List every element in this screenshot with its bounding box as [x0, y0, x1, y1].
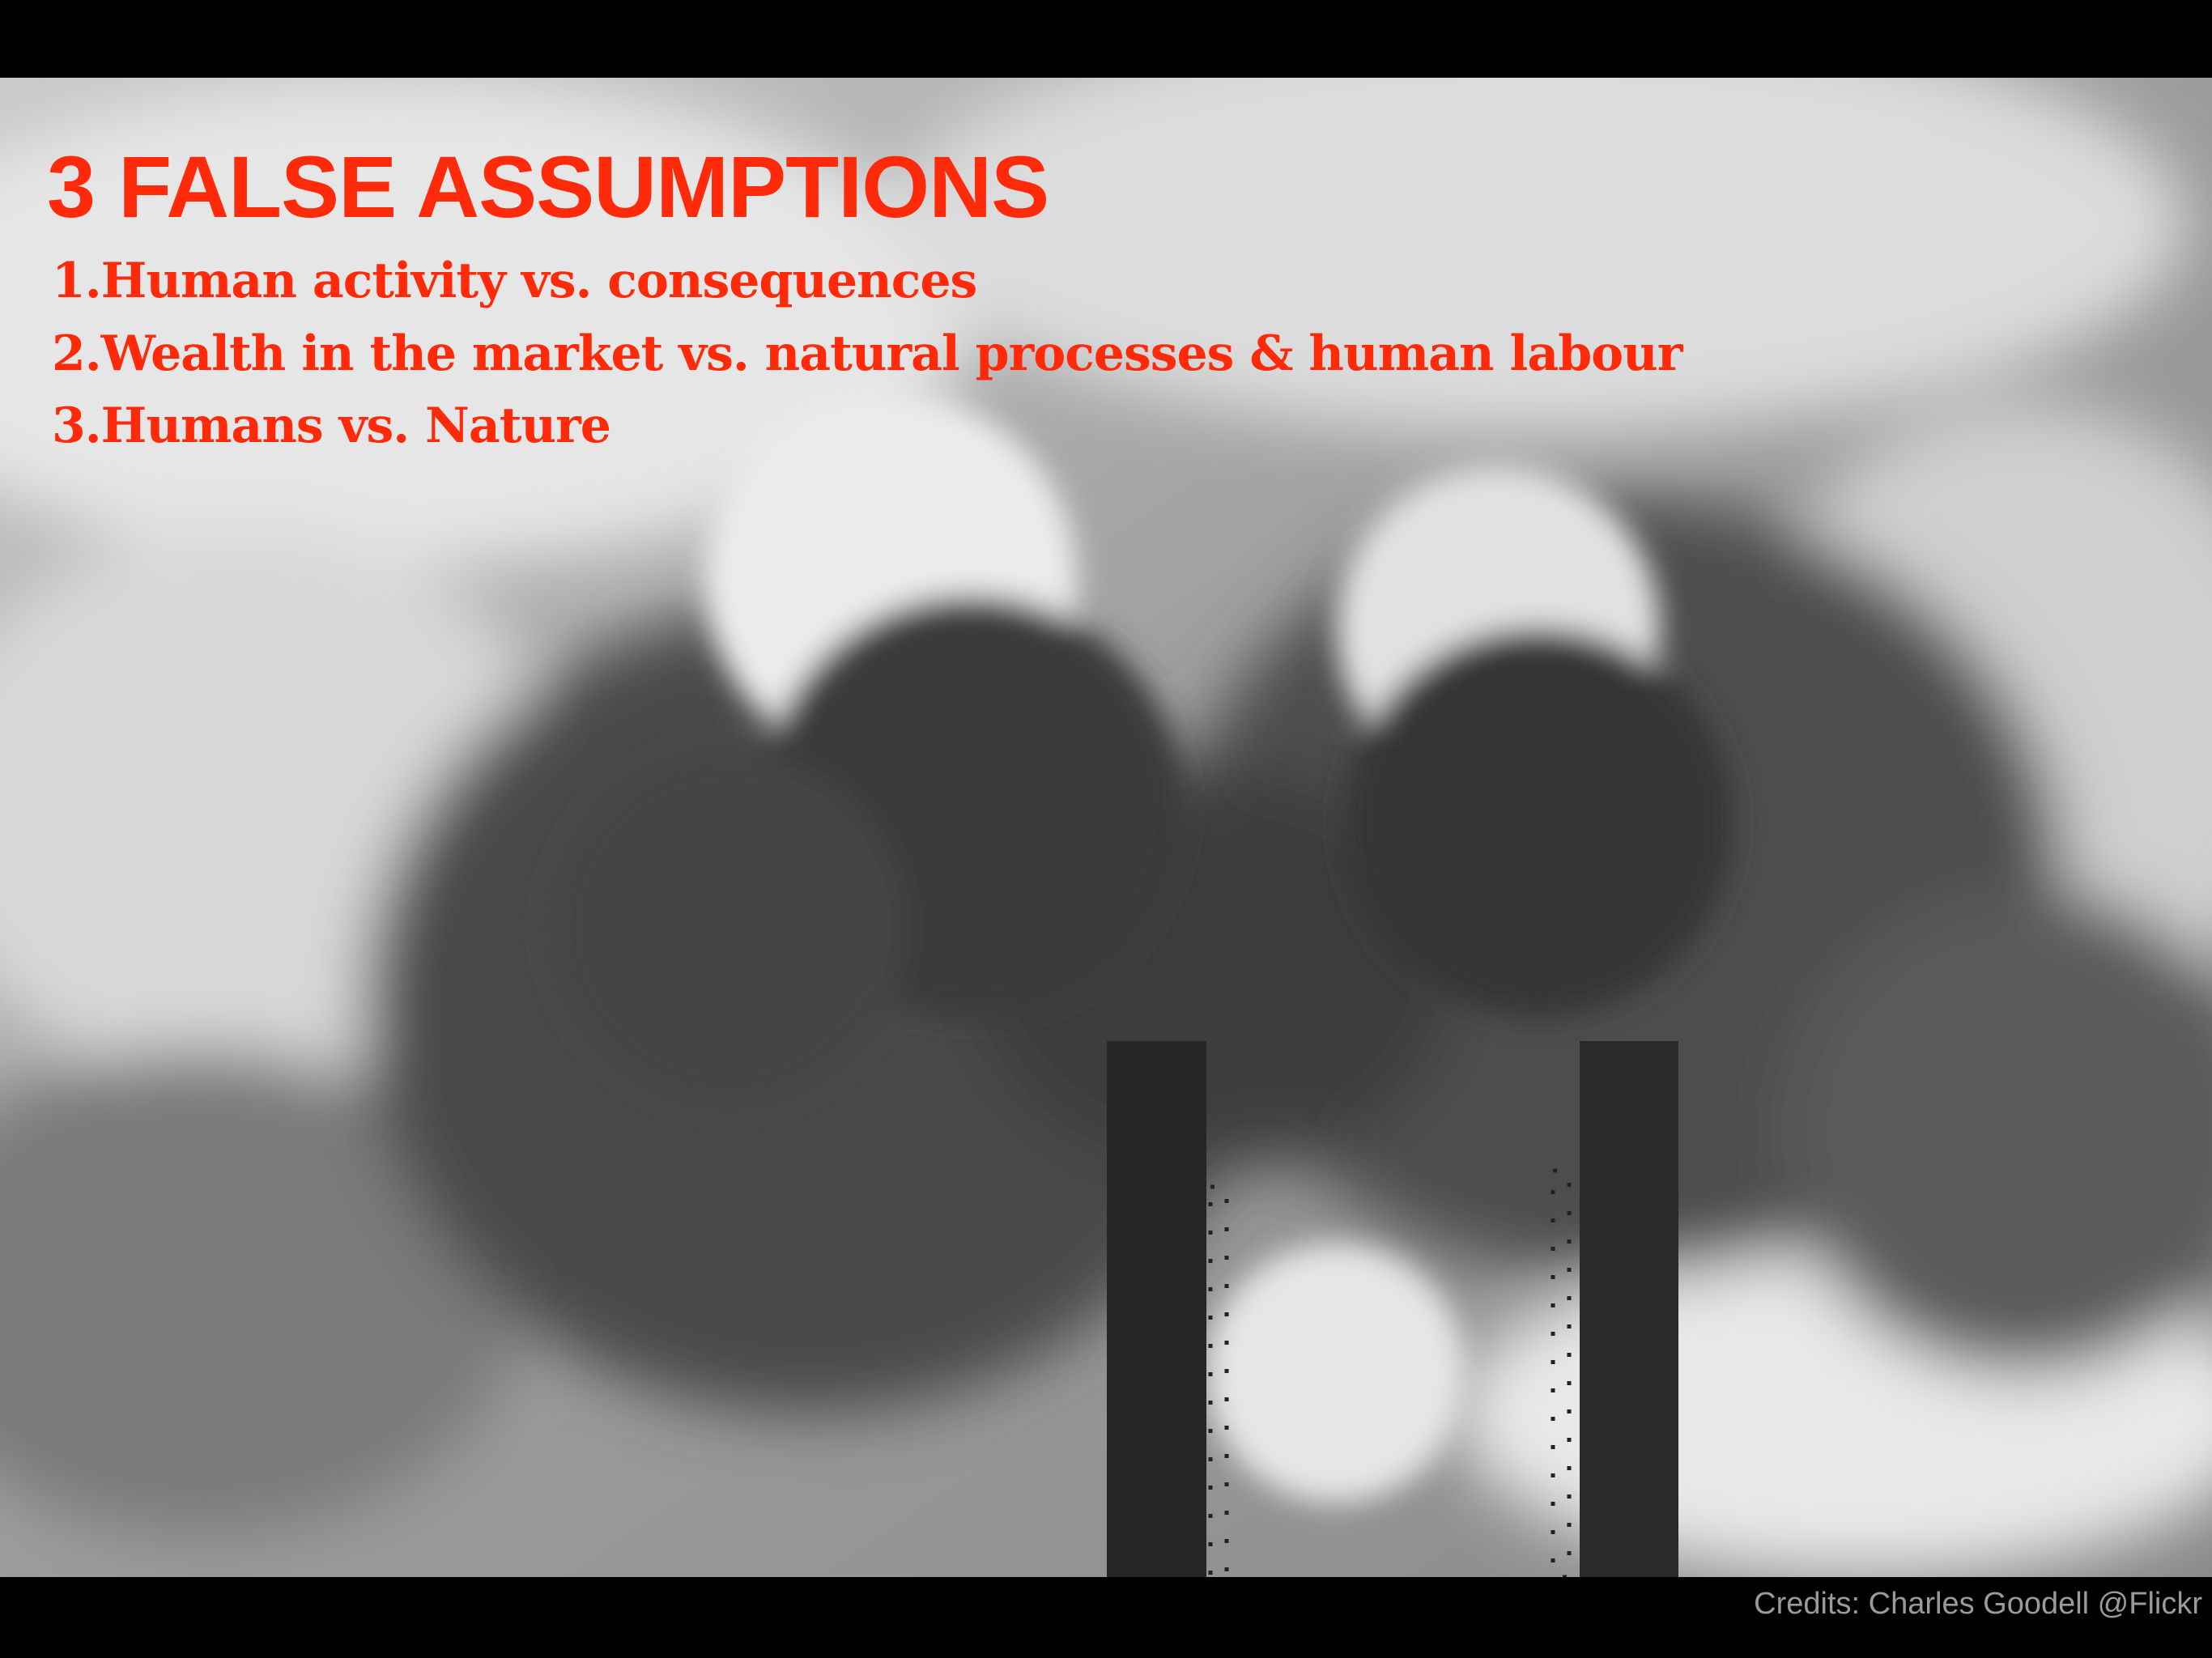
- slide-title: 3 FALSE ASSUMPTIONS: [47, 138, 1049, 236]
- smokestack: [1580, 1041, 1678, 1577]
- list-item: 1.Human activity vs. consequences: [52, 253, 977, 309]
- list-item: 2.Wealth in the market vs. natural proce…: [52, 325, 1682, 382]
- smokestack-photo: [0, 78, 2212, 1577]
- smokestack: [1107, 1041, 1206, 1577]
- list-item: 3.Humans vs. Nature: [52, 397, 611, 454]
- photo-credits: Credits: Charles Goodell @Flickr: [1754, 1587, 2202, 1621]
